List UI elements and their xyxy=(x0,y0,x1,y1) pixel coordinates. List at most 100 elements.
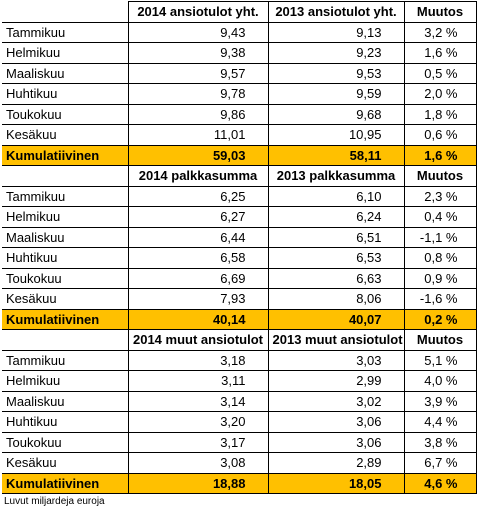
value-cell: 4,0 % xyxy=(403,370,477,392)
value-cell: 6,58 xyxy=(127,247,269,269)
value-cell: 8,06 xyxy=(267,288,405,310)
header-spacer xyxy=(2,1,129,23)
value-cell: 0,9 % xyxy=(403,267,477,289)
value-cell: 6,25 xyxy=(127,185,269,207)
column-header: Muutos xyxy=(403,165,477,187)
month-cell: Kesäkuu xyxy=(2,452,129,474)
total-cell: 58,11 xyxy=(267,144,405,166)
data-row: Huhtikuu 3,20 3,06 4,4 % xyxy=(2,411,477,433)
header-row: 2014 ansiotulot yht. 2013 ansiotulot yht.… xyxy=(2,1,477,23)
month-cell: Tammikuu xyxy=(2,185,129,207)
value-cell: 3,06 xyxy=(267,431,405,453)
month-cell: Toukokuu xyxy=(2,267,129,289)
data-row: Huhtikuu 6,58 6,53 0,8 % xyxy=(2,247,477,269)
value-cell: 0,4 % xyxy=(403,206,477,228)
value-cell: 6,7 % xyxy=(403,452,477,474)
value-cell: -1,1 % xyxy=(403,226,477,248)
data-row: Kesäkuu 7,93 8,06 -1,6 % xyxy=(2,288,477,310)
column-header: 2014 palkkasumma xyxy=(127,165,269,187)
month-cell: Tammikuu xyxy=(2,21,129,43)
column-header: Muutos xyxy=(403,329,477,351)
value-cell: 2,99 xyxy=(267,370,405,392)
data-row: Maaliskuu 9,57 9,53 0,5 % xyxy=(2,62,477,84)
month-cell: Huhtikuu xyxy=(2,247,129,269)
value-cell: 7,93 xyxy=(127,288,269,310)
total-cell: 59,03 xyxy=(127,144,269,166)
value-cell: 6,51 xyxy=(267,226,405,248)
header-row: 2014 palkkasumma 2013 palkkasumma Muutos xyxy=(2,165,477,187)
month-cell: Maaliskuu xyxy=(2,226,129,248)
value-cell: 6,69 xyxy=(127,267,269,289)
month-cell: Kesäkuu xyxy=(2,124,129,146)
data-row: Huhtikuu 9,78 9,59 2,0 % xyxy=(2,83,477,105)
value-cell: 2,89 xyxy=(267,452,405,474)
column-header: 2013 ansiotulot yht. xyxy=(267,1,405,23)
value-cell: 6,63 xyxy=(267,267,405,289)
value-cell: 9,38 xyxy=(127,42,269,64)
value-cell: 0,6 % xyxy=(403,124,477,146)
value-cell: 3,06 xyxy=(267,411,405,433)
column-header: 2014 muut ansiotulot xyxy=(127,329,269,351)
month-cell: Helmikuu xyxy=(2,206,129,228)
value-cell: 2,3 % xyxy=(403,185,477,207)
data-row: Kesäkuu 3,08 2,89 6,7 % xyxy=(2,452,477,474)
total-row: Kumulatiivinen 59,03 58,11 1,6 % xyxy=(2,144,477,166)
total-cell: 40,07 xyxy=(267,308,405,330)
value-cell: 3,9 % xyxy=(403,390,477,412)
month-cell: Kesäkuu xyxy=(2,288,129,310)
value-cell: 9,59 xyxy=(267,83,405,105)
value-cell: 3,18 xyxy=(127,349,269,371)
total-cell: 1,6 % xyxy=(403,144,477,166)
month-cell: Maaliskuu xyxy=(2,62,129,84)
value-cell: 6,53 xyxy=(267,247,405,269)
value-cell: 9,23 xyxy=(267,42,405,64)
value-cell: 5,1 % xyxy=(403,349,477,371)
data-table: 2014 ansiotulot yht. 2013 ansiotulot yht.… xyxy=(2,1,477,494)
total-cell: Kumulatiivinen xyxy=(2,144,129,166)
value-cell: 9,68 xyxy=(267,103,405,125)
value-cell: -1,6 % xyxy=(403,288,477,310)
value-cell: 6,44 xyxy=(127,226,269,248)
value-cell: 3,17 xyxy=(127,431,269,453)
value-cell: 9,78 xyxy=(127,83,269,105)
value-cell: 11,01 xyxy=(127,124,269,146)
data-row: Helmikuu 9,38 9,23 1,6 % xyxy=(2,42,477,64)
column-header: 2013 palkkasumma xyxy=(267,165,405,187)
data-row: Toukokuu 6,69 6,63 0,9 % xyxy=(2,267,477,289)
value-cell: 6,10 xyxy=(267,185,405,207)
month-cell: Tammikuu xyxy=(2,349,129,371)
total-cell: Kumulatiivinen xyxy=(2,472,129,494)
data-row: Toukokuu 9,86 9,68 1,8 % xyxy=(2,103,477,125)
value-cell: 2,0 % xyxy=(403,83,477,105)
value-cell: 3,08 xyxy=(127,452,269,474)
value-cell: 1,8 % xyxy=(403,103,477,125)
data-row: Maaliskuu 3,14 3,02 3,9 % xyxy=(2,390,477,412)
total-row: Kumulatiivinen 18,88 18,05 4,6 % xyxy=(2,472,477,494)
data-row: Tammikuu 9,43 9,13 3,2 % xyxy=(2,21,477,43)
total-cell: 18,05 xyxy=(267,472,405,494)
month-cell: Huhtikuu xyxy=(2,83,129,105)
value-cell: 10,95 xyxy=(267,124,405,146)
value-cell: 9,13 xyxy=(267,21,405,43)
month-cell: Toukokuu xyxy=(2,103,129,125)
value-cell: 3,2 % xyxy=(403,21,477,43)
month-cell: Huhtikuu xyxy=(2,411,129,433)
total-cell: 18,88 xyxy=(127,472,269,494)
total-row: Kumulatiivinen 40,14 40,07 0,2 % xyxy=(2,308,477,330)
header-spacer xyxy=(2,165,129,187)
data-row: Tammikuu 6,25 6,10 2,3 % xyxy=(2,185,477,207)
value-cell: 0,5 % xyxy=(403,62,477,84)
month-cell: Helmikuu xyxy=(2,370,129,392)
month-cell: Toukokuu xyxy=(2,431,129,453)
value-cell: 9,53 xyxy=(267,62,405,84)
column-header: Muutos xyxy=(403,1,477,23)
value-cell: 3,14 xyxy=(127,390,269,412)
data-row: Helmikuu 3,11 2,99 4,0 % xyxy=(2,370,477,392)
header-row: 2014 muut ansiotulot 2013 muut ansiotulot… xyxy=(2,329,477,351)
month-cell: Maaliskuu xyxy=(2,390,129,412)
value-cell: 9,57 xyxy=(127,62,269,84)
total-cell: 0,2 % xyxy=(403,308,477,330)
header-spacer xyxy=(2,329,129,351)
value-cell: 3,02 xyxy=(267,390,405,412)
